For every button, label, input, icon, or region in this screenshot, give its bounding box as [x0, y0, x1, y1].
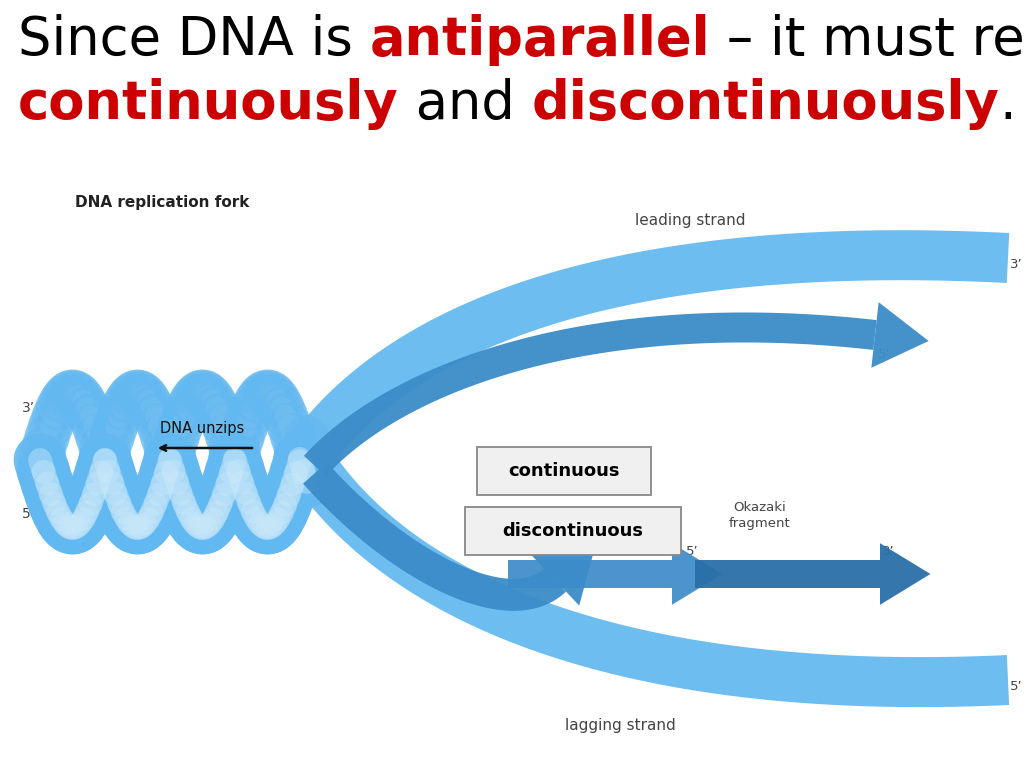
FancyBboxPatch shape: [465, 507, 681, 555]
Text: 5’: 5’: [878, 348, 891, 361]
Text: continuous: continuous: [508, 462, 620, 480]
Text: continuously: continuously: [18, 78, 398, 130]
Text: lagging strand: lagging strand: [564, 718, 676, 733]
Text: 3’: 3’: [882, 545, 895, 558]
Text: DNA unzips: DNA unzips: [160, 421, 245, 436]
Text: 3’: 3’: [293, 488, 305, 501]
Polygon shape: [289, 449, 1009, 707]
Text: .: .: [999, 78, 1016, 130]
Text: 5’: 5’: [22, 507, 35, 521]
Text: 3’: 3’: [1010, 258, 1023, 272]
Polygon shape: [304, 312, 877, 476]
Polygon shape: [530, 541, 597, 606]
Polygon shape: [303, 463, 566, 611]
Text: Since DNA is: Since DNA is: [18, 14, 370, 66]
Polygon shape: [290, 230, 1010, 468]
Text: and: and: [398, 78, 531, 130]
Polygon shape: [508, 560, 672, 588]
Polygon shape: [695, 560, 880, 588]
Polygon shape: [672, 543, 722, 605]
Text: 3’: 3’: [22, 401, 35, 415]
Polygon shape: [871, 302, 929, 368]
Text: – it must replicate: – it must replicate: [711, 14, 1024, 66]
Text: discontinuously: discontinuously: [531, 78, 999, 130]
Text: antiparallel: antiparallel: [370, 14, 711, 66]
FancyBboxPatch shape: [477, 447, 651, 495]
Text: DNA replication fork: DNA replication fork: [75, 195, 250, 210]
Polygon shape: [880, 543, 931, 605]
Text: 5’: 5’: [686, 545, 698, 558]
Text: discontinuous: discontinuous: [503, 522, 643, 540]
Text: leading strand: leading strand: [635, 213, 745, 228]
Text: Okazaki
fragment: Okazaki fragment: [729, 501, 791, 530]
Text: 5’: 5’: [1010, 680, 1023, 693]
